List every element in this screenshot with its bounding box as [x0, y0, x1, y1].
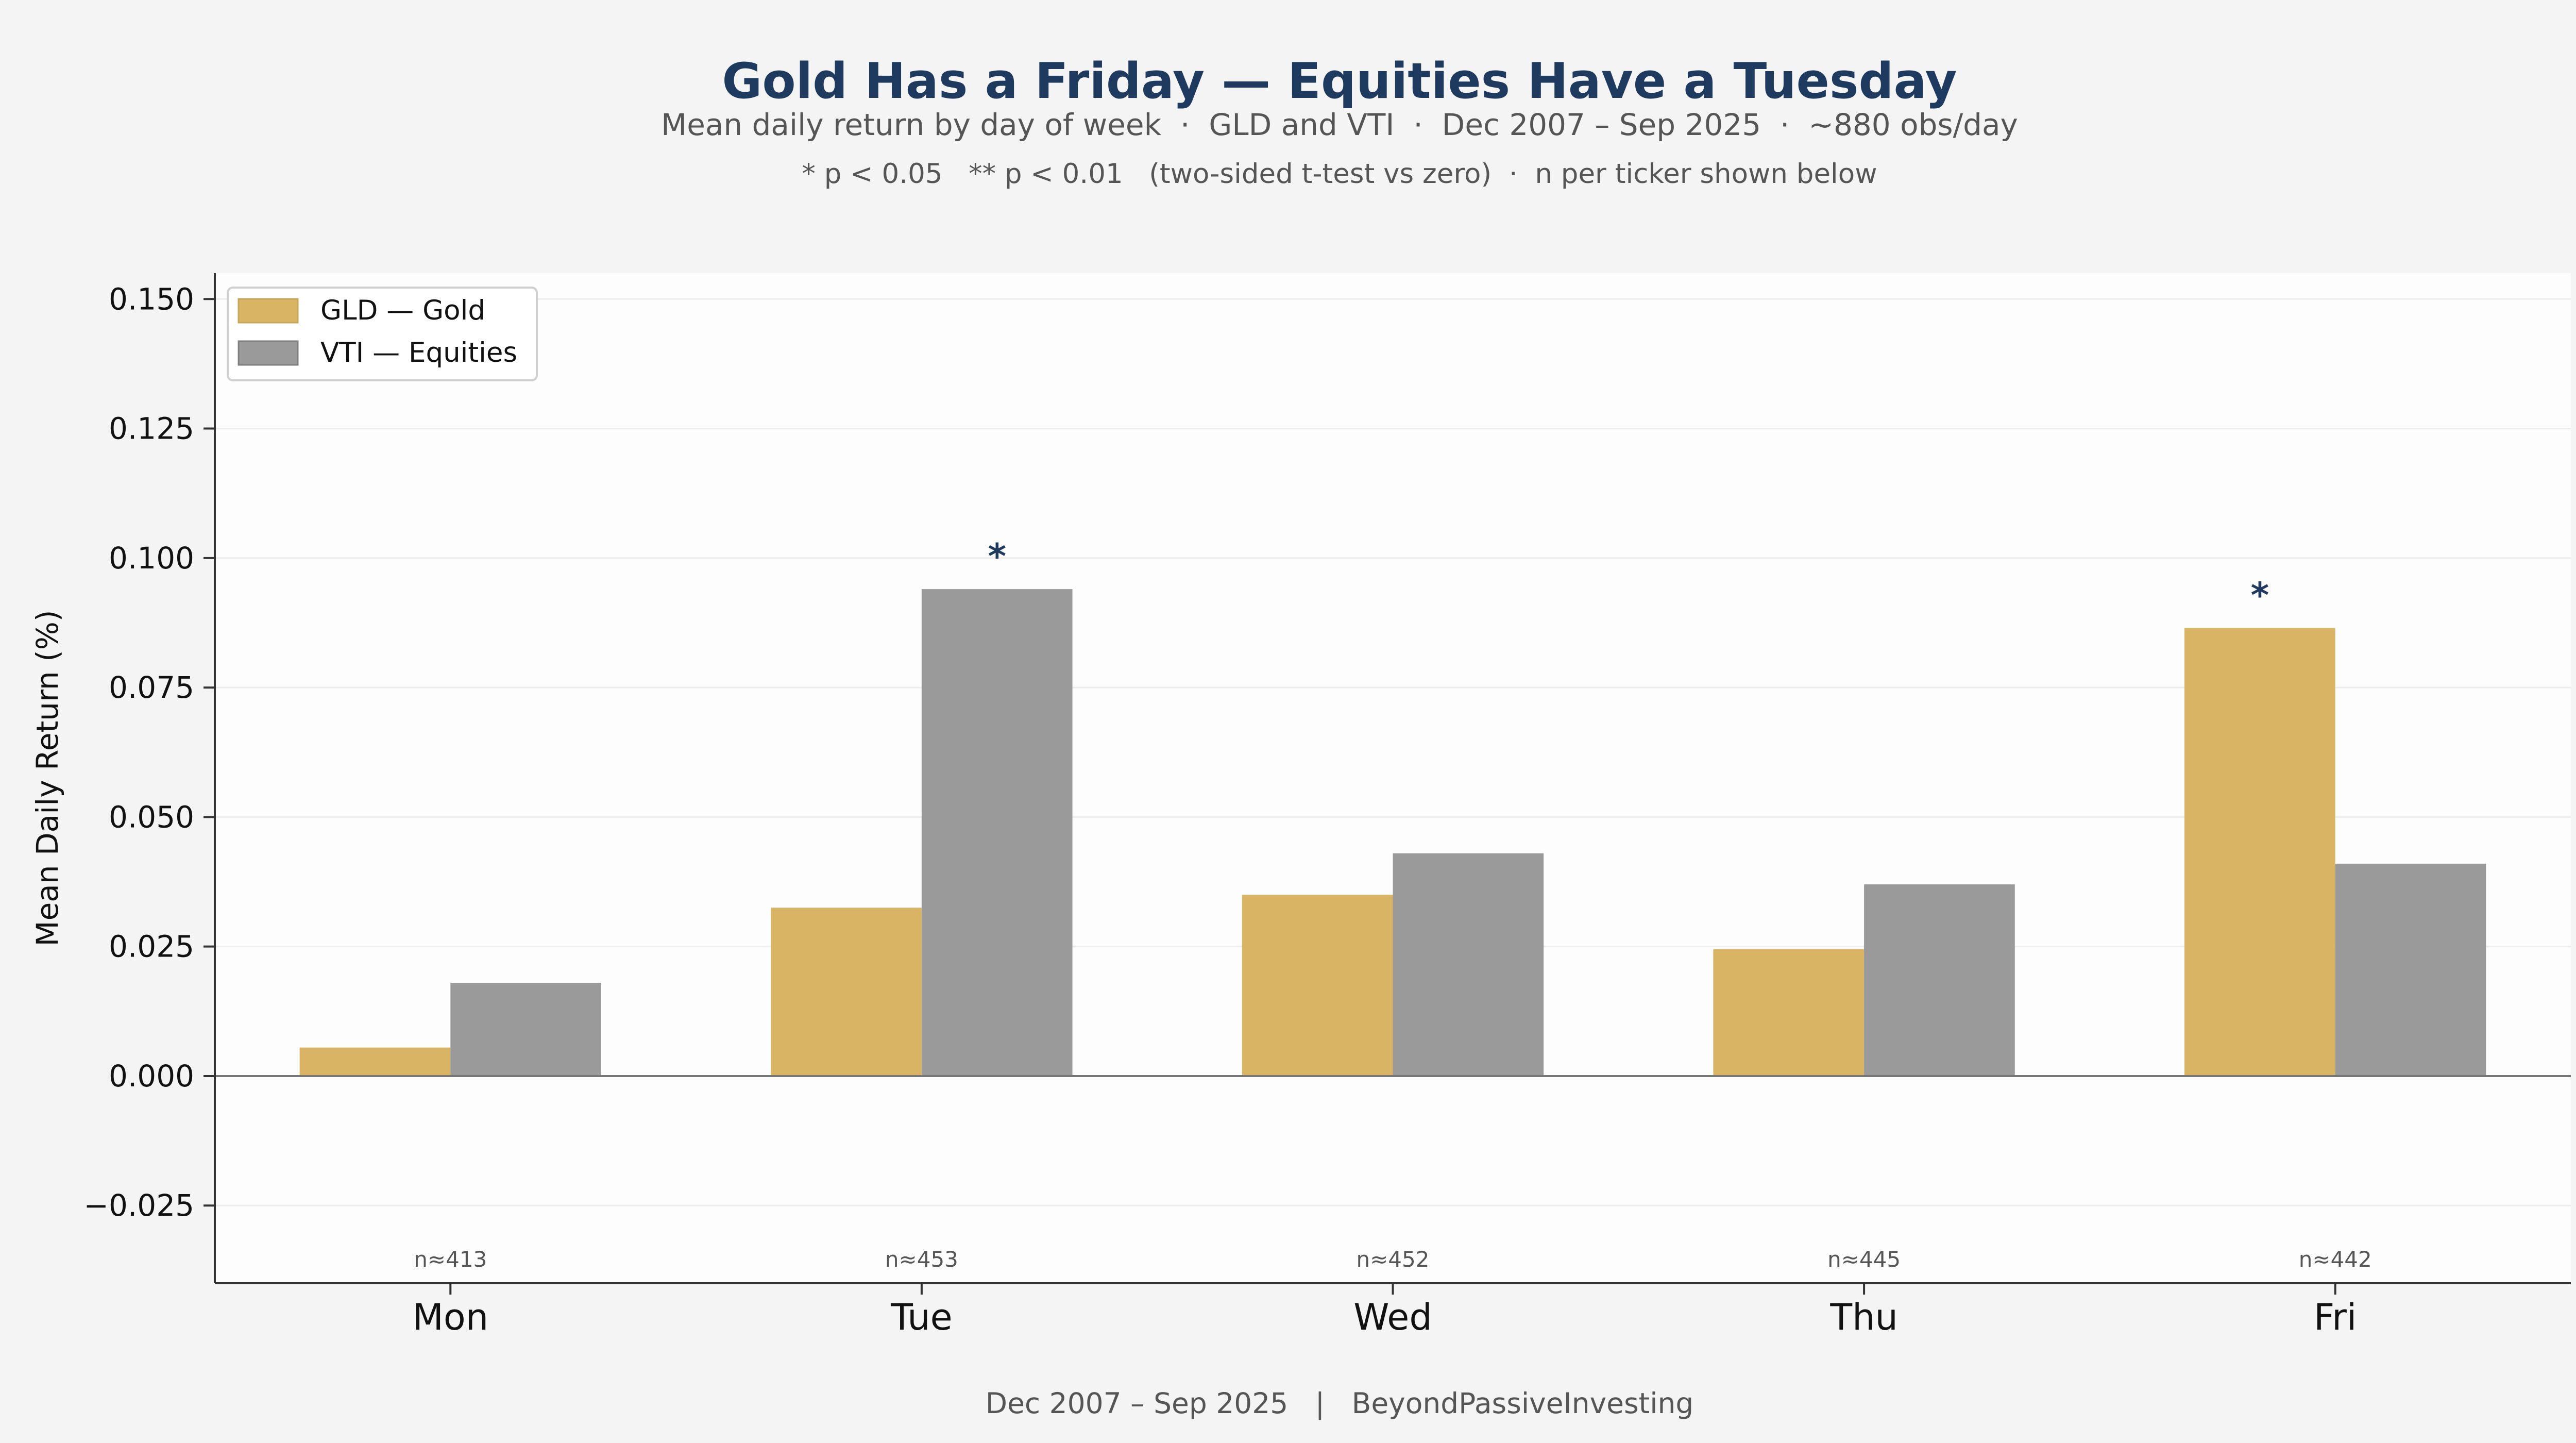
bars	[299, 589, 2486, 1076]
y-tick-label: −0.025	[83, 1188, 194, 1223]
n-label: n≈445	[1827, 1247, 1901, 1272]
bar-tue-series-0	[771, 908, 922, 1076]
legend-box	[227, 287, 538, 381]
x-tick-label: Tue	[890, 1296, 953, 1338]
bar-wed-series-1	[1393, 853, 1544, 1076]
significance-marker: *	[2251, 576, 2269, 616]
chart-footer: Dec 2007 – Sep 2025 | BeyondPassiveInves…	[986, 1387, 1694, 1420]
chart-title: Gold Has a Friday — Equities Have a Tues…	[722, 53, 1957, 110]
n-label: n≈453	[885, 1247, 958, 1272]
y-tick-label: 0.150	[109, 281, 194, 316]
n-label: n≈413	[414, 1247, 487, 1272]
y-tick-label: 0.000	[109, 1059, 194, 1094]
n-label: n≈452	[1357, 1247, 1430, 1272]
plot-area	[215, 273, 2571, 1283]
bar-fri-series-1	[2335, 863, 2486, 1076]
x-tick-label: Mon	[413, 1296, 489, 1338]
legend-swatch-gld	[238, 298, 299, 324]
chart-subtitle: Mean daily return by day of week · GLD a…	[661, 107, 2018, 142]
bar-fri-series-0	[2184, 628, 2335, 1076]
x-tick-label: Thu	[1829, 1296, 1898, 1338]
legend-label-gld: GLD — Gold	[320, 295, 485, 326]
x-axis-ticks: Mon Tue Wed Thu Fri	[413, 1283, 2357, 1338]
sample-size-labels: n≈413 n≈453 n≈452 n≈445 n≈442	[414, 1247, 2371, 1272]
bar-thu-series-1	[1864, 884, 2015, 1076]
bar-tue-series-1	[921, 589, 1073, 1076]
x-tick-label: Wed	[1353, 1296, 1432, 1338]
significance-marker: *	[988, 536, 1006, 577]
y-axis-ticks: −0.025 0.000 0.025 0.050 0.075 0.100 0.125 0.15…	[83, 281, 215, 1223]
bar-mon-series-1	[450, 983, 601, 1076]
x-tick-label: Fri	[2314, 1296, 2357, 1338]
chart-note: * p < 0.05 ** p < 0.01 (two-sided t-test…	[802, 158, 1877, 190]
y-tick-label: 0.125	[109, 411, 194, 446]
legend-swatch-vti	[238, 340, 299, 366]
bar-wed-series-0	[1242, 895, 1393, 1076]
legend: GLD — Gold VTI — Equities	[227, 287, 538, 381]
significance-markers: **	[988, 536, 2269, 616]
n-label: n≈442	[2299, 1247, 2372, 1272]
y-tick-label: 0.050	[109, 799, 194, 834]
y-tick-label: 0.100	[109, 541, 194, 576]
y-axis-label: Mean Daily Return (%)	[30, 610, 65, 947]
y-tick-label: 0.075	[109, 670, 194, 705]
bar-thu-series-0	[1713, 949, 1865, 1076]
bar-mon-series-0	[299, 1047, 451, 1076]
legend-label-vti: VTI — Equities	[320, 337, 517, 368]
y-tick-label: 0.025	[109, 929, 194, 964]
